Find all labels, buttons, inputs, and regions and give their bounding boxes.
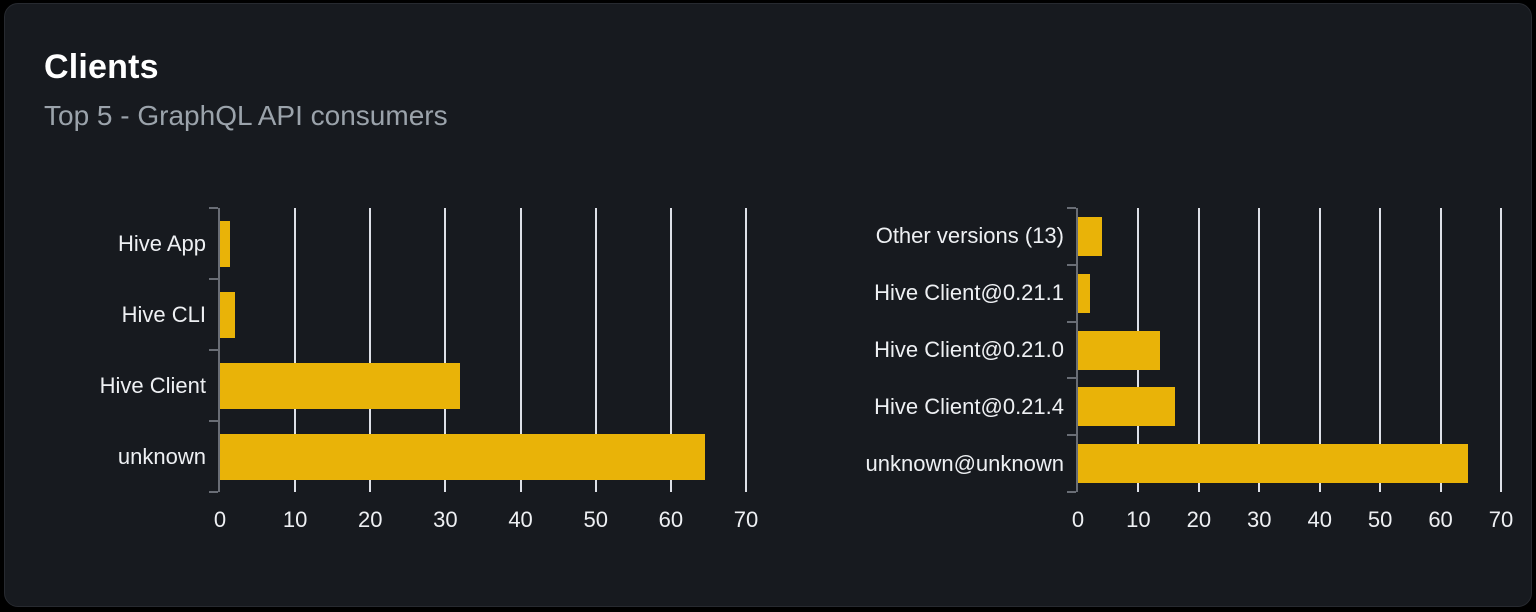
x-tick-label: 0 <box>213 507 227 532</box>
y-axis-tick <box>1067 207 1076 209</box>
y-axis-tick <box>209 278 218 280</box>
bar-hive-client-0-21-1[interactable] <box>1078 273 1091 313</box>
panel-title: Clients <box>44 48 159 86</box>
clients-by-version-chart: Other versions (13) Hive Client@0.21.1 Hiv… <box>821 207 1536 553</box>
y-axis-tick <box>209 349 218 351</box>
x-tick-label: 10 <box>282 507 308 532</box>
gridline <box>294 208 297 492</box>
gridline <box>1439 208 1442 492</box>
panel-header: Clients Top 5 - GraphQL API consumers <box>44 50 448 131</box>
x-tick-label: 60 <box>1428 507 1453 532</box>
bar-unknown[interactable] <box>220 433 705 480</box>
x-tick-label: 60 <box>658 507 684 532</box>
panel-subtitle: Top 5 - GraphQL API consumers <box>44 100 448 131</box>
category-label: Hive Client <box>99 372 206 398</box>
gridline <box>669 208 672 492</box>
x-tick-label: 40 <box>1307 507 1332 532</box>
gridline <box>1500 208 1502 492</box>
x-tick-label: 10 <box>1126 507 1151 532</box>
gridline <box>1258 208 1261 492</box>
clients-panel: Clients Top 5 - GraphQL API consumers Hi… <box>4 3 1532 607</box>
x-tick-label: 40 <box>508 507 533 532</box>
category-label: unknown@unknown <box>865 450 1064 476</box>
category-label: Hive CLI <box>121 301 206 327</box>
category-label: Other versions (13) <box>875 223 1064 249</box>
gridline <box>1197 208 1200 492</box>
y-axis-tick <box>209 491 218 493</box>
bar-hive-cli[interactable] <box>220 291 236 338</box>
bar-hive-app[interactable] <box>220 220 230 267</box>
y-axis-line <box>218 208 220 492</box>
category-label: Hive Client@0.21.4 <box>874 393 1064 419</box>
plot-area <box>1067 207 1502 493</box>
x-tick-label: 20 <box>358 507 383 532</box>
category-label: Hive Client@0.21.1 <box>874 280 1064 306</box>
gridline <box>519 208 522 492</box>
clients-by-name-chart: Hive App Hive CLI Hive Client unknown 0 10 20 3… <box>44 207 814 553</box>
y-axis-tick <box>209 207 218 209</box>
gridline <box>1379 208 1382 492</box>
category-label: Hive Client@0.21.0 <box>874 336 1064 362</box>
x-tick-label: 70 <box>1488 507 1514 532</box>
category-label: Hive App <box>117 230 206 256</box>
plot-area <box>209 207 747 493</box>
gridline <box>1318 208 1321 492</box>
y-axis-tick <box>1067 491 1076 493</box>
x-tick-label: 30 <box>433 507 458 532</box>
x-tick-label: 70 <box>733 507 759 532</box>
bar-hive-client-0-21-0[interactable] <box>1078 330 1160 370</box>
gridline <box>594 208 597 492</box>
x-tick-label: 0 <box>1071 507 1085 532</box>
y-axis-line <box>1076 208 1078 492</box>
y-axis-tick <box>209 420 218 422</box>
x-tick-label: 30 <box>1247 507 1272 532</box>
bar-hive-client-0-21-4[interactable] <box>1078 387 1175 427</box>
x-tick-label: 50 <box>583 507 608 532</box>
gridline <box>745 208 747 492</box>
y-axis-tick <box>1067 434 1076 436</box>
y-axis-tick <box>1067 264 1076 266</box>
bar-hive-client[interactable] <box>220 362 461 409</box>
bar-other-versions-13-[interactable] <box>1078 216 1103 256</box>
x-tick-label: 50 <box>1367 507 1393 532</box>
gridline <box>444 208 447 492</box>
y-axis-tick <box>1067 377 1076 379</box>
bar-unknown-unknown[interactable] <box>1078 444 1468 484</box>
category-label: unknown <box>117 443 206 469</box>
x-tick-label: 20 <box>1186 507 1212 532</box>
y-axis-tick <box>1067 321 1076 323</box>
gridline <box>369 208 372 492</box>
